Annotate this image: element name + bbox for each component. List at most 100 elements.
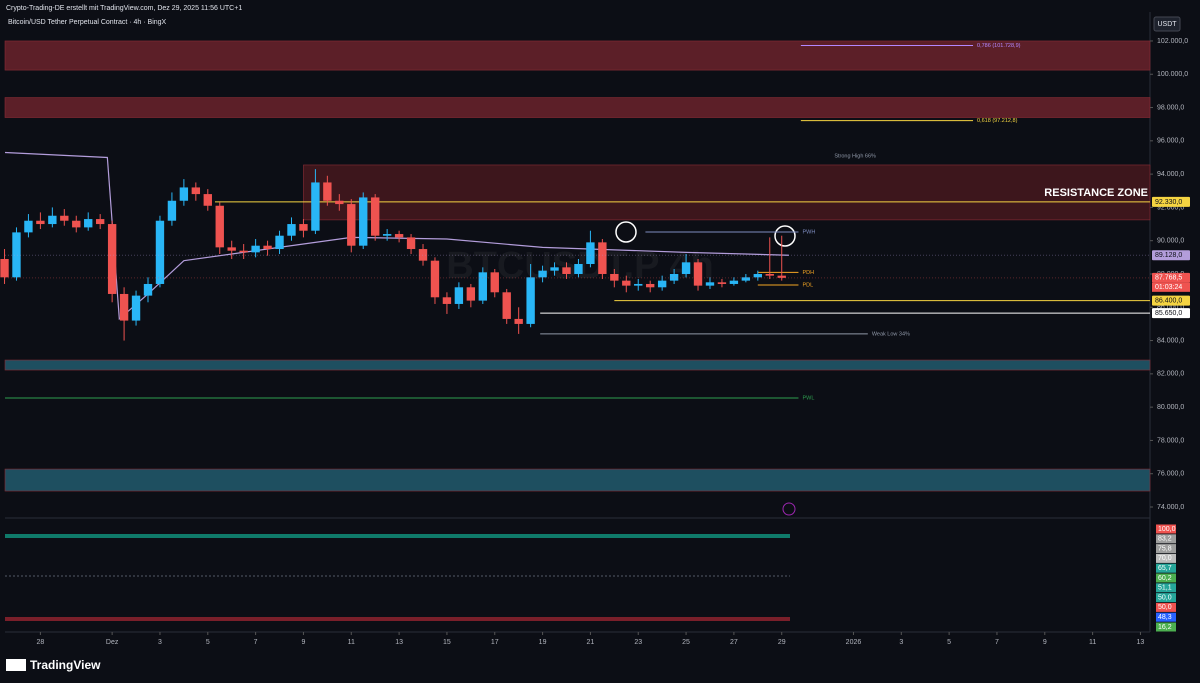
zone	[4, 359, 1151, 371]
x-tick-label: 19	[539, 639, 547, 646]
candle-body	[48, 215, 57, 225]
price-tag-label: 92.330,0	[1155, 199, 1182, 206]
candle-body	[646, 283, 655, 288]
y-tick-label: 90.000,0	[1157, 238, 1184, 245]
candle-body	[634, 283, 643, 286]
price-tag	[1152, 295, 1190, 306]
y-tick-label: 80.000,0	[1157, 404, 1184, 411]
x-tick-label: Dez	[106, 639, 119, 646]
x-tick-label: 13	[1137, 639, 1145, 646]
zone-label: RESISTANCE ZONE	[1044, 187, 1148, 199]
x-tick-label: 21	[587, 639, 595, 646]
oscillator-tag	[1156, 563, 1176, 573]
level-label: PDH	[802, 270, 814, 276]
candle-body	[0, 259, 9, 278]
candle-body	[681, 262, 691, 274]
price-tag	[1152, 272, 1190, 283]
x-tick-label: 5	[947, 639, 951, 646]
candle-body	[514, 318, 523, 324]
candle-body	[119, 293, 129, 321]
oscillator-tag	[1156, 612, 1176, 622]
oscillator-tag-label: 51,1	[1158, 585, 1172, 592]
oscillator-tag-label: 16,2	[1158, 624, 1172, 631]
candle-body	[502, 292, 511, 319]
candle-body	[36, 220, 45, 225]
x-tick-label: 9	[301, 639, 305, 646]
candle-body	[72, 220, 81, 228]
oscillator-tag-label: 70,0	[1158, 555, 1172, 562]
candle-body	[335, 200, 344, 205]
x-tick-label: 9	[1043, 639, 1047, 646]
candle-body	[311, 182, 320, 231]
candle-body	[167, 200, 177, 221]
note: Strong High 66%	[834, 153, 876, 159]
x-tick-label: 29	[778, 639, 786, 646]
candle-body	[478, 272, 487, 301]
candle-body	[729, 280, 739, 284]
x-tick-label: 3	[899, 639, 903, 646]
candle-body	[741, 277, 751, 281]
x-tick-label: 25	[682, 639, 690, 646]
candle-body	[371, 197, 380, 236]
x-tick-label: 5	[206, 639, 210, 646]
candle-body	[454, 287, 464, 304]
candle-body	[538, 270, 547, 278]
y-tick-label: 94.000,0	[1157, 171, 1184, 178]
oscillator-tag	[1156, 534, 1176, 544]
x-tick-label: 23	[634, 639, 642, 646]
candle-body	[107, 224, 117, 294]
footer-brand: TradingView	[30, 658, 101, 672]
price-tag-label: 87.768,5	[1155, 275, 1182, 282]
y-tick-label: 74.000,0	[1157, 504, 1184, 511]
zone	[4, 468, 1151, 492]
oscillator-tag	[1156, 544, 1176, 554]
level-label: PDL	[802, 282, 813, 288]
header: Crypto-Trading-DE erstellt mit TradingVi…	[6, 5, 242, 12]
oscillator-tag-label: 75,8	[1158, 545, 1172, 552]
y-tick-label: 100.000,0	[1157, 71, 1188, 78]
oscillator-tag	[1156, 602, 1176, 612]
y-tick-label: 84.000,0	[1157, 337, 1184, 344]
candle-body	[430, 260, 440, 298]
candle-body	[382, 234, 392, 236]
y-tick-label: 78.000,0	[1157, 437, 1184, 444]
candle-body	[287, 224, 296, 236]
event-icon[interactable]	[782, 502, 796, 516]
candle-body	[526, 277, 535, 324]
candle-body	[622, 280, 631, 286]
y-tick-label: 86.000,0	[1157, 304, 1184, 311]
level-label: 0,618 (97.212,8)	[977, 118, 1018, 124]
candle-body	[669, 273, 679, 281]
oscillator-tag	[1156, 622, 1176, 632]
candle-body	[442, 297, 452, 304]
candle-body	[418, 249, 428, 261]
x-tick-label: 11	[1089, 639, 1096, 646]
candle-body	[275, 235, 284, 250]
highlight-circle	[615, 221, 637, 243]
price-tag	[1152, 196, 1190, 207]
highlight-circle	[774, 225, 796, 247]
candle-body	[179, 187, 189, 201]
x-tick-label: 15	[443, 639, 451, 646]
candle-body	[95, 219, 105, 225]
candle-body	[765, 273, 774, 276]
oscillator-tag	[1156, 573, 1176, 583]
candle-body	[359, 197, 368, 246]
candle-body	[12, 232, 21, 278]
candle-body	[323, 182, 332, 201]
currency[interactable]: USDT	[1157, 21, 1177, 28]
candle-body	[394, 234, 404, 238]
candle-body	[574, 264, 583, 274]
y-tick-label: 76.000,0	[1157, 471, 1184, 478]
price-tag-label: 89.128,0	[1155, 252, 1182, 259]
currency-button[interactable]	[1153, 16, 1181, 32]
price-tag-label: 86.400,0	[1155, 297, 1182, 304]
level-label: 0,786 (101.728,9)	[977, 43, 1021, 49]
oscillator-tag-label: 48,3	[1158, 614, 1172, 621]
zone	[303, 164, 1151, 221]
candle-body	[155, 220, 165, 284]
countdown: 01:03:24	[1155, 284, 1182, 291]
candle-body	[777, 275, 786, 278]
candle-body	[586, 242, 595, 265]
oscillator-tag-label: 50,0	[1158, 604, 1172, 611]
